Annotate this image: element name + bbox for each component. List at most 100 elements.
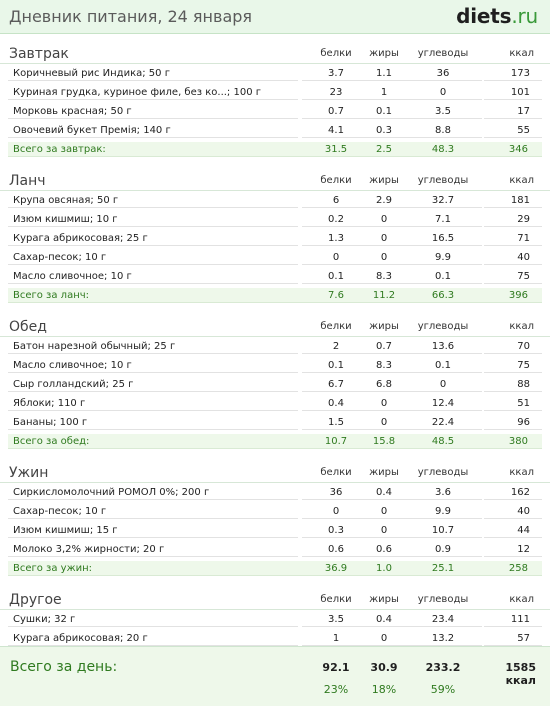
day-total-carbs: 233.2 [425,661,461,674]
day-total-panel: Всего за день: 92.1 30.9 233.2 1585 ккал… [0,646,550,706]
food-kcal: 51 [484,396,542,411]
food-row[interactable]: Сахар-песок; 10 г 0 0 9.9 40 [0,248,550,267]
meal-total-band [8,434,542,449]
food-protein: 3.7 [302,66,370,81]
food-name: Изюм кишмиш; 15 г [8,523,298,538]
food-fat: 1 [352,85,416,100]
food-row[interactable]: Курага абрикосовая; 20 г 1 0 13.2 57 [0,629,550,648]
meal-section: Обед белки жиры углеводы ккал Батон нарезной … [0,317,550,463]
food-protein: 2 [302,339,370,354]
food-fat: 0.6 [352,542,416,557]
food-fat: 0.3 [352,123,416,138]
food-carbs: 32.7 [404,193,482,208]
food-row[interactable]: Морковь красная; 50 г 0.7 0.1 3.5 17 [0,102,550,121]
food-protein: 36 [302,485,370,500]
food-fat: 0.4 [352,485,416,500]
food-row[interactable]: Крупа овсяная; 50 г 6 2.9 32.7 181 [0,191,550,210]
meal-header: Завтрак белки жиры углеводы ккал [0,44,550,64]
food-protein: 4.1 [302,123,370,138]
food-name: Изюм кишмиш; 10 г [8,212,298,227]
food-carbs: 0.9 [404,542,482,557]
food-name: Сушки; 32 г [8,612,298,627]
column-header-kcal: ккал [509,175,534,186]
food-name: Сахар-песок; 10 г [8,504,298,519]
food-row[interactable]: Батон нарезной обычный; 25 г 2 0.7 13.6 70 [0,337,550,356]
food-fat: 0 [352,250,416,265]
meal-total-protein: 31.5 [324,144,348,155]
food-name: Курага абрикосовая; 25 г [8,231,298,246]
column-header-protein: белки [320,594,352,605]
meals-list: Завтрак белки жиры углеводы ккал Коричневый р… [0,44,550,686]
section-gap [0,578,550,590]
food-row[interactable]: Изюм кишмиш; 10 г 0.2 0 7.1 29 [0,210,550,229]
food-carbs: 9.9 [404,504,482,519]
food-row[interactable]: Изюм кишмиш; 15 г 0.3 0 10.7 44 [0,521,550,540]
food-row[interactable]: Сахар-песок; 10 г 0 0 9.9 40 [0,502,550,521]
meal-total-label: Всего за ужин: [13,563,93,574]
food-fat: 2.9 [352,193,416,208]
meal-total-row: Всего за ужин: 36.9 1.0 25.1 258 [0,559,550,578]
site-logo[interactable]: diets.ru [456,4,538,28]
food-row[interactable]: Коричневый рис Индика; 50 г 3.7 1.1 36 173 [0,64,550,83]
food-fat: 0.7 [352,339,416,354]
food-kcal: 55 [484,123,542,138]
section-gap [0,451,550,463]
food-fat: 1.1 [352,66,416,81]
food-kcal: 75 [484,269,542,284]
header-bar: Дневник питания, 24 января diets.ru [0,0,550,34]
column-header-fat: жиры [369,594,399,605]
meal-total-fat: 11.2 [372,290,396,301]
food-kcal: 88 [484,377,542,392]
meal-section: Завтрак белки жиры углеводы ккал Коричневый р… [0,44,550,171]
food-name: Масло сливочное; 10 г [8,269,298,284]
food-protein: 0 [302,250,370,265]
meal-total-kcal: 346 [508,144,528,155]
food-name: Батон нарезной обычный; 25 г [8,339,298,354]
day-total-protein-pct: 23% [323,683,349,696]
meal-header: Ланч белки жиры углеводы ккал [0,171,550,191]
food-protein: 0.3 [302,523,370,538]
food-protein: 23 [302,85,370,100]
food-carbs: 36 [404,66,482,81]
food-kcal: 57 [484,631,542,646]
food-row[interactable]: Масло сливочное; 10 г 0.1 8.3 0.1 75 [0,356,550,375]
food-fat: 8.3 [352,269,416,284]
food-name: Овочевий букет Премія; 140 г [8,123,298,138]
food-kcal: 101 [484,85,542,100]
food-protein: 0.2 [302,212,370,227]
food-row[interactable]: Молоко 3,2% жирности; 20 г 0.6 0.6 0.9 12 [0,540,550,559]
food-row[interactable]: Масло сливочное; 10 г 0.1 8.3 0.1 75 [0,267,550,286]
food-carbs: 22.4 [404,415,482,430]
food-protein: 3.5 [302,612,370,627]
meal-title: Другое [9,592,62,608]
food-name: Сыр голландский; 25 г [8,377,298,392]
food-carbs: 0.1 [404,358,482,373]
food-row[interactable]: Сушки; 32 г 3.5 0.4 23.4 111 [0,610,550,629]
food-row[interactable]: Овочевий букет Премія; 140 г 4.1 0.3 8.8 55 [0,121,550,140]
food-row[interactable]: Бананы; 100 г 1.5 0 22.4 96 [0,413,550,432]
food-name: Сиркисломолочний РОМОЛ 0%; 200 г [8,485,298,500]
column-header-fat: жиры [369,467,399,478]
food-name: Молоко 3,2% жирности; 20 г [8,542,298,557]
food-fat: 0 [352,396,416,411]
food-kcal: 75 [484,358,542,373]
food-name: Крупа овсяная; 50 г [8,193,298,208]
food-kcal: 70 [484,339,542,354]
day-total-label: Всего за день: [10,659,118,675]
food-carbs: 0 [404,85,482,100]
food-row[interactable]: Куриная грудка, куриное филе, без ко...;… [0,83,550,102]
logo-main-text: diets [456,4,512,28]
food-protein: 0.1 [302,269,370,284]
food-carbs: 3.6 [404,485,482,500]
food-row[interactable]: Курага абрикосовая; 25 г 1.3 0 16.5 71 [0,229,550,248]
food-fat: 0 [352,231,416,246]
food-row[interactable]: Сыр голландский; 25 г 6.7 6.8 0 88 [0,375,550,394]
meal-total-kcal: 258 [508,563,528,574]
food-carbs: 23.4 [404,612,482,627]
column-header-kcal: ккал [509,48,534,59]
food-row[interactable]: Сиркисломолочний РОМОЛ 0%; 200 г 36 0.4 3.6… [0,483,550,502]
food-carbs: 13.6 [404,339,482,354]
food-kcal: 44 [484,523,542,538]
food-row[interactable]: Яблоки; 110 г 0.4 0 12.4 51 [0,394,550,413]
food-name: Морковь красная; 50 г [8,104,298,119]
